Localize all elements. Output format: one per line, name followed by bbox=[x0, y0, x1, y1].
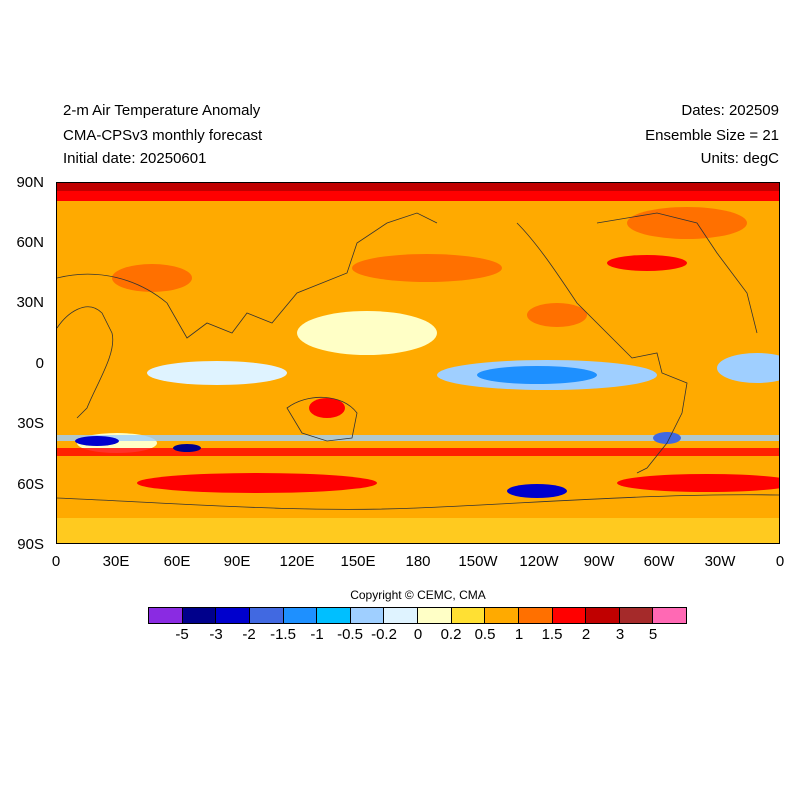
lon-label: 60W bbox=[643, 553, 675, 570]
ensemble-size: Ensemble Size = 21 bbox=[645, 127, 779, 144]
north-atlantic-coast bbox=[596, 212, 758, 334]
antarctica-coast bbox=[57, 494, 779, 510]
colorbar-swatch bbox=[485, 608, 519, 623]
lon-label: 120W bbox=[519, 553, 559, 570]
colorbar-label: -0.2 bbox=[371, 626, 397, 643]
colorbar-swatch bbox=[149, 608, 183, 623]
lat-label: 0 bbox=[35, 355, 44, 372]
southern-cool-band bbox=[57, 435, 779, 441]
map-title: 2-m Air Temperature Anomaly bbox=[63, 102, 261, 119]
colorbar-label: 1.5 bbox=[541, 626, 563, 643]
map-subtitle: CMA-CPSv3 monthly forecast bbox=[63, 127, 263, 144]
colorbar-label: -3 bbox=[209, 626, 223, 643]
warm-patch bbox=[627, 207, 747, 239]
colorbar-swatch bbox=[518, 608, 553, 623]
africa-eurasia-coast bbox=[57, 212, 438, 419]
colorbar-label: 3 bbox=[615, 626, 625, 643]
colorbar-swatch bbox=[182, 608, 217, 623]
colorbar-swatch bbox=[619, 608, 654, 623]
lat-label: 60S bbox=[17, 476, 44, 493]
antarctic-coast-warm bbox=[137, 473, 377, 493]
lon-label: 30W bbox=[704, 553, 736, 570]
colorbar-label: -1 bbox=[310, 626, 324, 643]
colorbar-label: -1.5 bbox=[270, 626, 296, 643]
colorbar-label: 5 bbox=[648, 626, 658, 643]
cool-patch bbox=[75, 436, 119, 446]
colorbar-label: 1 bbox=[514, 626, 524, 643]
lon-label: 60E bbox=[163, 553, 191, 570]
antarctic-interior bbox=[57, 518, 779, 543]
colorbar-swatch bbox=[384, 608, 418, 623]
colorbar-label: -5 bbox=[175, 626, 189, 643]
lon-label: 120E bbox=[279, 553, 315, 570]
copyright-notice: Copyright © CEMC, CMA bbox=[350, 588, 486, 602]
lat-label: 90S bbox=[17, 536, 44, 553]
warm-patch bbox=[112, 264, 192, 292]
neutral-area bbox=[297, 311, 437, 355]
colorbar-swatch bbox=[586, 608, 620, 623]
antarctic-coast-warm bbox=[617, 474, 779, 492]
colorbar-swatch bbox=[451, 608, 486, 623]
cool-tongue-core bbox=[477, 366, 597, 384]
warm-patch bbox=[607, 255, 687, 271]
lat-label: 30S bbox=[17, 415, 44, 432]
lon-label: 0 bbox=[775, 553, 785, 570]
colorbar-label: 2 bbox=[581, 626, 591, 643]
warm-patch bbox=[352, 254, 502, 282]
lon-label: 150W bbox=[458, 553, 498, 570]
colorbar-label: -0.5 bbox=[337, 626, 363, 643]
lat-label: 60N bbox=[16, 234, 44, 251]
colorbar-label: 0.2 bbox=[440, 626, 462, 643]
colorbar-swatch bbox=[249, 608, 284, 623]
colorbar-swatch bbox=[216, 608, 250, 623]
units-label: Units: degC bbox=[700, 150, 779, 167]
lon-label: 30E bbox=[102, 553, 130, 570]
colorbar-label: 0 bbox=[413, 626, 423, 643]
colorbar-swatch bbox=[653, 608, 686, 623]
colorbar-swatch bbox=[418, 608, 452, 623]
cool-area bbox=[147, 361, 287, 385]
anomaly-map bbox=[56, 182, 780, 544]
forecast-dates: Dates: 202509 bbox=[681, 102, 779, 119]
colorbar-swatch bbox=[350, 608, 385, 623]
cool-patch bbox=[653, 432, 681, 444]
colorbar-swatch bbox=[552, 608, 587, 623]
coastlines bbox=[57, 212, 779, 510]
lon-label: 150E bbox=[340, 553, 376, 570]
lon-label: 90W bbox=[583, 553, 615, 570]
arctic-strong-warm-band bbox=[57, 183, 779, 191]
lon-label: 90E bbox=[223, 553, 251, 570]
colorbar bbox=[148, 607, 687, 624]
cool-patch bbox=[507, 484, 567, 498]
lat-label: 90N bbox=[16, 174, 44, 191]
colorbar-swatch bbox=[317, 608, 351, 623]
lon-label: 0 bbox=[51, 553, 61, 570]
colorbar-label: 0.5 bbox=[474, 626, 496, 643]
lat-label: 30N bbox=[16, 294, 44, 311]
colorbar-swatch bbox=[283, 608, 318, 623]
map-field bbox=[57, 183, 779, 543]
initial-date: Initial date: 20250601 bbox=[63, 150, 207, 167]
lon-label: 180 bbox=[405, 553, 431, 570]
colorbar-label: -2 bbox=[242, 626, 256, 643]
cool-patch bbox=[173, 444, 201, 452]
southern-warm-band bbox=[57, 448, 779, 456]
cool-area bbox=[717, 353, 779, 383]
warm-patch bbox=[527, 303, 587, 327]
australia-coast bbox=[286, 396, 358, 442]
americas-coast bbox=[516, 222, 688, 474]
warm-patch bbox=[309, 398, 345, 418]
